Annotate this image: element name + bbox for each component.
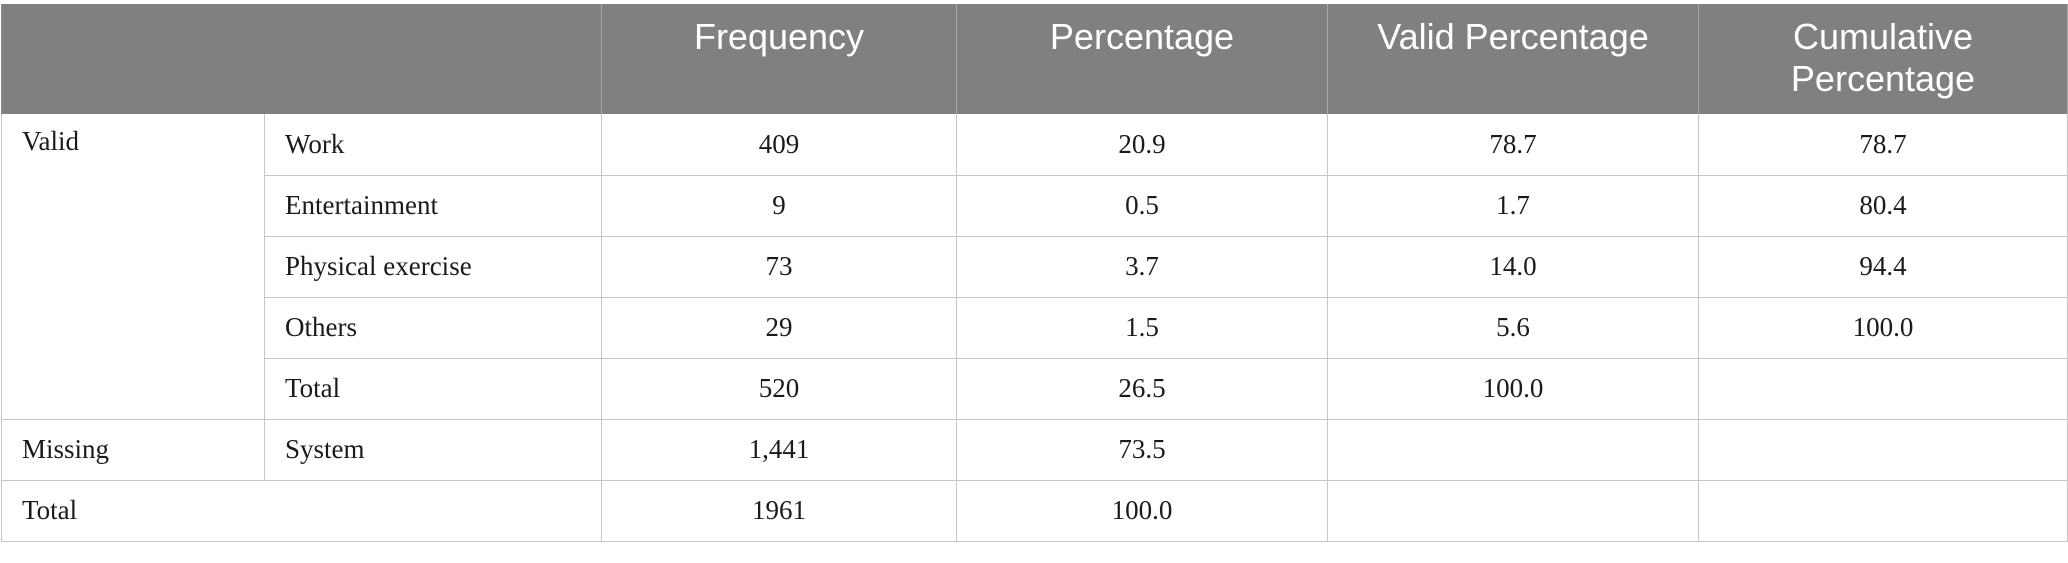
table-row: Physical exercise 73 3.7 14.0 94.4 — [2, 235, 2068, 298]
table-row: Total 1961 100.0 — [1, 479, 2068, 542]
row-label: Others — [264, 296, 602, 359]
table-row: Total 520 26.5 100.0 — [2, 357, 2068, 420]
row-label: Work — [264, 114, 602, 176]
table-row: Entertainment 9 0.5 1.7 80.4 — [2, 174, 2068, 237]
table-row: Others 29 1.5 5.6 100.0 — [2, 296, 2068, 359]
percentage-cell: 26.5 — [956, 357, 1328, 420]
header-valid-percentage: Valid Percentage — [1327, 4, 1699, 114]
valid-percentage-cell: 100.0 — [1327, 357, 1699, 420]
row-label: Physical exercise — [264, 235, 602, 298]
cumulative-percentage-cell — [1698, 418, 2068, 481]
group-label-missing: Missing — [1, 418, 265, 481]
frequency-cell: 73 — [601, 235, 957, 298]
percentage-cell: 20.9 — [956, 114, 1328, 176]
valid-percentage-cell: 1.7 — [1327, 174, 1699, 237]
frequency-cell: 1,441 — [601, 418, 957, 481]
frequency-table: Frequency Percentage Valid Percentage Cu… — [1, 4, 2068, 542]
table-row: Valid Work 409 20.9 78.7 78.7 — [1, 114, 2068, 420]
valid-percentage-cell: 14.0 — [1327, 235, 1699, 298]
cumulative-percentage-cell: 80.4 — [1698, 174, 2068, 237]
valid-percentage-cell: 5.6 — [1327, 296, 1699, 359]
percentage-cell: 0.5 — [956, 174, 1328, 237]
percentage-cell: 73.5 — [956, 418, 1328, 481]
header-cumulative-percentage: Cumulative Percentage — [1698, 4, 2068, 114]
frequency-cell: 9 — [601, 174, 957, 237]
cumulative-percentage-cell: 94.4 — [1698, 235, 2068, 298]
frequency-cell: 29 — [601, 296, 957, 359]
valid-percentage-cell: 78.7 — [1327, 114, 1699, 176]
valid-percentage-cell — [1327, 479, 1699, 542]
frequency-cell: 520 — [601, 357, 957, 420]
cumulative-percentage-cell — [1698, 357, 2068, 420]
percentage-cell: 3.7 — [956, 235, 1328, 298]
group-label-valid: Valid — [1, 114, 265, 420]
header-frequency: Frequency — [601, 4, 957, 114]
valid-percentage-cell — [1327, 418, 1699, 481]
total-label: Total — [1, 479, 602, 542]
row-label: Entertainment — [264, 174, 602, 237]
cumulative-percentage-cell — [1698, 479, 2068, 542]
row-label: Total — [264, 357, 602, 420]
cumulative-percentage-cell: 78.7 — [1698, 114, 2068, 176]
header-blank-cell — [1, 4, 602, 114]
percentage-cell: 1.5 — [956, 296, 1328, 359]
cumulative-percentage-cell: 100.0 — [1698, 296, 2068, 359]
header-percentage: Percentage — [956, 4, 1328, 114]
header-row: Frequency Percentage Valid Percentage Cu… — [1, 4, 2068, 114]
percentage-cell: 100.0 — [956, 479, 1328, 542]
frequency-cell: 1961 — [601, 479, 957, 542]
table-row: Missing System 1,441 73.5 — [1, 418, 2068, 481]
frequency-cell: 409 — [601, 114, 957, 176]
row-label: System — [264, 418, 602, 481]
